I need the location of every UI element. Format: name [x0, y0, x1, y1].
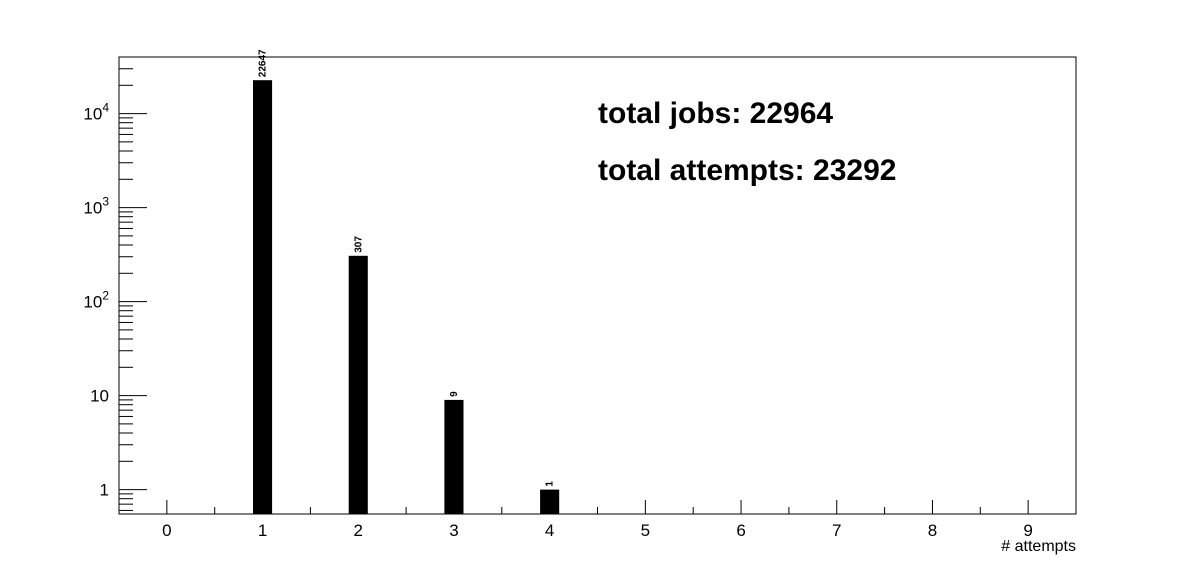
y-tick-label: 10: [90, 387, 109, 406]
bar-labels-group: 22647 307 9 1: [258, 49, 556, 487]
x-axis-title: # attempts: [1001, 538, 1076, 555]
x-tick-label: 2: [354, 521, 363, 540]
x-tick-label: 7: [832, 521, 841, 540]
x-tick-label: 3: [449, 521, 458, 540]
y-tick-label: 102: [83, 289, 109, 312]
y-tick-label: 103: [83, 195, 109, 218]
x-tick-label: 4: [545, 521, 554, 540]
bar-attempts-1: [253, 80, 273, 514]
y-tick-label: 1: [100, 481, 109, 500]
x-tick-label: 1: [258, 521, 267, 540]
annotation-total-attempts: total attempts: 23292: [598, 154, 896, 187]
x-tick-label: 5: [641, 521, 650, 540]
x-tick-label: 6: [736, 521, 745, 540]
bar-value-label: 1: [545, 481, 556, 487]
x-tick-label: 0: [162, 521, 171, 540]
y-axis: 1 10 102 103 104: [83, 56, 147, 511]
bar-attempts-3: [444, 399, 464, 514]
x-axis: 0 1 2 3 4 5 6 7 8 9: [118, 500, 1077, 540]
bar-value-label: 9: [449, 391, 460, 397]
x-tick-label: 8: [928, 521, 937, 540]
bar-value-label: 22647: [258, 49, 269, 77]
x-tick-label: 9: [1023, 521, 1032, 540]
annotation-total-jobs: total jobs: 22964: [598, 97, 833, 130]
bars-group: [253, 80, 560, 515]
y-tick-label: 104: [83, 101, 109, 124]
bar-attempts-2: [348, 255, 368, 515]
bar-value-label: 307: [353, 236, 364, 253]
